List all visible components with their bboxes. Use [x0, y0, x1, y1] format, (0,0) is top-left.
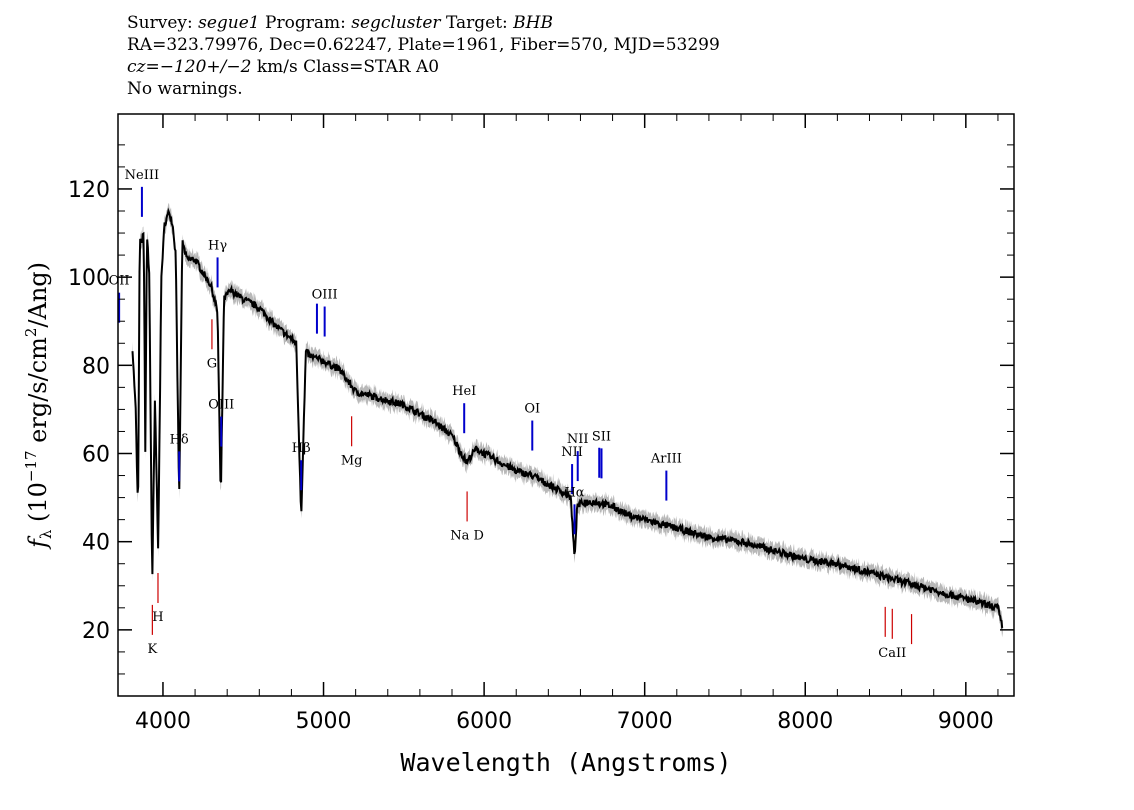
x-tick-label: 8000 [777, 709, 833, 734]
program-value: segcluster [351, 13, 441, 33]
line-label-k: K [148, 642, 158, 657]
line-label-h-: Hδ [170, 432, 189, 447]
y-tick-label: 20 [82, 619, 110, 644]
line-label-caii: CaII [878, 646, 906, 661]
survey-label: Survey: [127, 13, 193, 33]
line-label-oii: OII [109, 274, 130, 289]
y-tick-label: 100 [68, 266, 110, 291]
x-tick-label: 5000 [296, 709, 352, 734]
line-label-nii: NII [561, 445, 583, 460]
line-label-h: H [152, 610, 163, 625]
redshift-value: cz=−120+/−2 [127, 57, 252, 77]
class-text: km/s Class=STAR A0 [251, 57, 440, 77]
header-line-warnings: No warnings. [127, 79, 243, 99]
program-label: Program: [265, 13, 346, 33]
line-label-nii: NII [567, 432, 589, 447]
y-tick-label: 120 [68, 178, 110, 203]
line-label-oiii: OIII [312, 288, 338, 303]
line-label-oi: OI [524, 402, 540, 417]
x-axis-label: Wavelength (Angstroms) [400, 748, 731, 777]
line-label-mg: Mg [341, 453, 363, 468]
x-tick-label: 6000 [456, 709, 512, 734]
header-line-redshift: cz=−120+/−2 km/s Class=STAR A0 [127, 56, 720, 78]
survey-value: segue1 [198, 13, 260, 33]
y-tick-label: 60 [82, 443, 110, 468]
spectrum-line [131, 207, 1004, 629]
line-label-g: G [207, 356, 217, 371]
line-label-h-: Hβ [292, 441, 311, 456]
target-value: BHB [513, 13, 553, 33]
line-label-oiii: OIII [208, 398, 234, 413]
line-label-neiii: NeIII [125, 168, 159, 183]
y-axis-label: fλ (10−17 erg/s/cm2/Ang) [22, 262, 55, 550]
y-tick-label: 40 [82, 531, 110, 556]
spectrum-header: Survey: segue1 Program: segcluster Targe… [127, 12, 720, 100]
line-label-sii: SII [592, 429, 611, 444]
x-tick-label: 7000 [617, 709, 673, 734]
x-tick-label: 4000 [135, 709, 191, 734]
axis-ticks: 4000 5000 6000 7000 8000 9000 20 40 60 80 100 120 [68, 114, 1014, 734]
x-tick-label: 9000 [938, 709, 994, 734]
y-tick-label: 80 [82, 354, 110, 379]
line-label-ariii: ArIII [650, 452, 682, 467]
target-label: Target: [445, 13, 508, 33]
line-label-hei: HeI [452, 384, 476, 399]
header-line-coordinates: RA=323.79976, Dec=0.62247, Plate=1961, F… [127, 35, 720, 55]
line-label-h-: Hγ [208, 238, 227, 253]
line-label-na-d: Na D [450, 528, 484, 543]
spectrum-series [131, 207, 1004, 629]
header-line-survey: Survey: segue1 Program: segcluster Targe… [127, 12, 720, 34]
line-label-h-: Hα [564, 485, 584, 500]
plot-frame [117, 113, 1015, 697]
